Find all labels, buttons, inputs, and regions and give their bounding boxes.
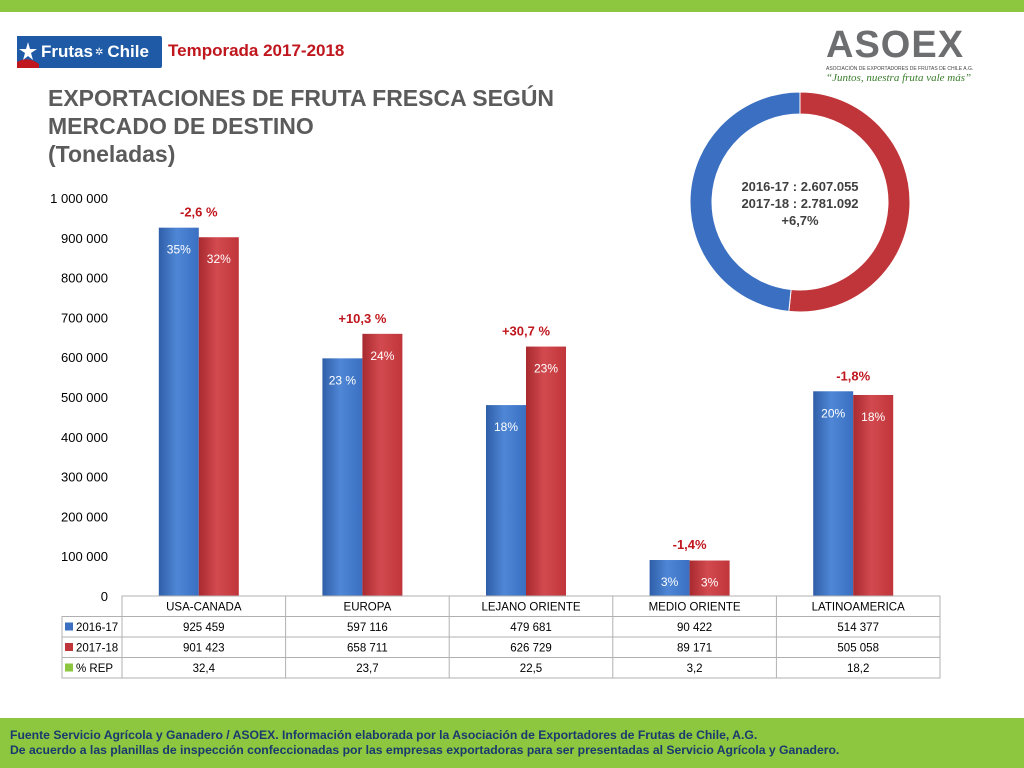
table-cell: 514 377 bbox=[837, 622, 879, 634]
legend-key-% REP bbox=[65, 663, 73, 672]
table-cell: 18,2 bbox=[847, 663, 869, 675]
category-label: MEDIO ORIENTE bbox=[649, 602, 741, 614]
table-cell: 90 422 bbox=[677, 622, 712, 634]
y-tick-label: 300 000 bbox=[61, 470, 108, 485]
table-cell: 626 729 bbox=[510, 643, 552, 655]
table-cell: 479 681 bbox=[510, 622, 552, 634]
y-tick-label: 1 000 000 bbox=[50, 191, 108, 206]
bar-2017-18 bbox=[853, 394, 894, 596]
change-label: -1,8% bbox=[836, 368, 870, 383]
table-cell: 22,5 bbox=[520, 663, 542, 675]
change-label: +10,3 % bbox=[338, 311, 387, 326]
title-line-2: MERCADO DE DESTINO bbox=[48, 113, 314, 139]
y-tick-label: 500 000 bbox=[61, 390, 108, 405]
bar-share-label: 32% bbox=[207, 252, 231, 266]
table-cell: 32,4 bbox=[193, 663, 216, 675]
y-tick-label: 0 bbox=[101, 589, 108, 604]
logo-separator: ✲ bbox=[94, 46, 104, 58]
table-row-label: 2016-17 bbox=[76, 622, 118, 634]
donut-total-2016-17: 2016-17 : 2.607.055 bbox=[741, 179, 859, 194]
top-accent-bar bbox=[0, 0, 1024, 12]
legend-key-2017-18 bbox=[65, 643, 73, 651]
table-cell: 23,7 bbox=[356, 663, 378, 675]
frutas-logo-text: Frutas bbox=[41, 42, 93, 61]
footer-line-1: Fuente Servicio Agrícola y Ganadero / AS… bbox=[10, 728, 758, 742]
legend-key-2016-17 bbox=[65, 622, 73, 631]
y-tick-label: 400 000 bbox=[61, 430, 108, 445]
asoex-subtitle: ASOCIACIÓN DE EXPORTADORES DE FRUTAS DE … bbox=[826, 66, 974, 72]
bar-share-label: 24% bbox=[370, 349, 394, 363]
donut-svg bbox=[689, 91, 911, 313]
donut-slice-2016-17 bbox=[689, 91, 801, 312]
y-tick-label: 200 000 bbox=[61, 509, 108, 524]
table-row-label: 2017-18 bbox=[76, 643, 118, 655]
table-cell: 505 058 bbox=[837, 643, 879, 655]
bar-chart: 0 100 000 200 000 300 000 400 000 500 000 600 … bbox=[50, 191, 941, 679]
y-tick-label: 600 000 bbox=[61, 350, 108, 365]
table-cell: 925 459 bbox=[183, 622, 225, 634]
bar-2016-17 bbox=[813, 391, 854, 596]
category-label: LEJANO ORIENTE bbox=[481, 602, 580, 614]
donut-totals-text: 2016-17 : 2.607.055 2017-18 : 2.781.092 … bbox=[688, 178, 912, 229]
y-tick-label: 900 000 bbox=[61, 231, 108, 246]
season-label: Temporada 2017-2018 bbox=[168, 41, 345, 60]
frutas-de-chile-logo: Frutas ✲ Chile bbox=[17, 36, 162, 68]
bar-2016-17 bbox=[486, 405, 526, 596]
y-tick-label: 700 000 bbox=[61, 310, 108, 325]
bar-2017-18 bbox=[689, 560, 730, 596]
bar-share-label: 3% bbox=[701, 576, 719, 590]
bar-share-label: 18% bbox=[861, 410, 885, 424]
table-cell: 3,2 bbox=[687, 663, 703, 675]
footer-line-2: De acuerdo a las planillas de inspección… bbox=[10, 743, 840, 757]
change-label: -2,6 % bbox=[180, 205, 218, 220]
bar-share-label: 23 % bbox=[329, 373, 357, 387]
title-line-1: EXPORTACIONES DE FRUTA FRESCA SEGÚN bbox=[48, 85, 555, 111]
table-cell: 89 171 bbox=[677, 643, 712, 655]
category-label: LATINOAMERICA bbox=[812, 602, 905, 614]
asoex-wordmark: ASOEX bbox=[826, 24, 965, 66]
bar-2017-18 bbox=[526, 346, 566, 596]
page-title: EXPORTACIONES DE FRUTA FRESCA SEGÚN MERC… bbox=[48, 84, 554, 168]
category-label: USA-CANADA bbox=[166, 602, 242, 614]
asoex-logo: ASOEX ASOCIACIÓN DE EXPORTADORES DE FRUT… bbox=[826, 24, 974, 86]
totals-donut-chart: 2016-17 : 2.607.055 2017-18 : 2.781.092 … bbox=[688, 90, 912, 314]
bar-2017-18 bbox=[198, 237, 239, 596]
footer-source-text: Fuente Servicio Agrícola y Ganadero / AS… bbox=[10, 728, 839, 758]
chile-star-icon bbox=[17, 36, 39, 68]
bar-share-label: 18% bbox=[494, 420, 518, 434]
bar-2016-17 bbox=[158, 227, 199, 597]
bar-share-label: 23% bbox=[534, 362, 558, 376]
bar-2016-17 bbox=[649, 560, 690, 596]
bar-share-label: 3% bbox=[661, 575, 679, 589]
footer-bar: Fuente Servicio Agrícola y Ganadero / AS… bbox=[0, 718, 1024, 768]
donut-total-2017-18: 2017-18 : 2.781.092 bbox=[741, 196, 859, 211]
bar-2016-17 bbox=[322, 358, 363, 596]
asoex-tagline: “Juntos, nuestra fruta vale más” bbox=[826, 72, 972, 84]
table-cell: 597 116 bbox=[347, 622, 388, 634]
title-line-3: (Toneladas) bbox=[48, 141, 176, 167]
table-cell: 901 423 bbox=[183, 643, 225, 655]
bar-2017-18 bbox=[362, 333, 403, 596]
bar-share-label: 20% bbox=[821, 406, 845, 420]
table-row-label: % REP bbox=[76, 663, 113, 675]
donut-growth: +6,7% bbox=[781, 213, 819, 228]
bar-share-label: 35% bbox=[167, 243, 191, 257]
change-label: -1,4% bbox=[673, 537, 707, 552]
table-cell: 658 711 bbox=[347, 643, 388, 655]
chile-logo-text: Chile bbox=[107, 42, 149, 61]
change-label: +30,7 % bbox=[502, 324, 551, 339]
y-tick-label: 100 000 bbox=[61, 549, 108, 564]
category-label: EUROPA bbox=[344, 602, 392, 614]
y-tick-label: 800 000 bbox=[61, 271, 108, 286]
